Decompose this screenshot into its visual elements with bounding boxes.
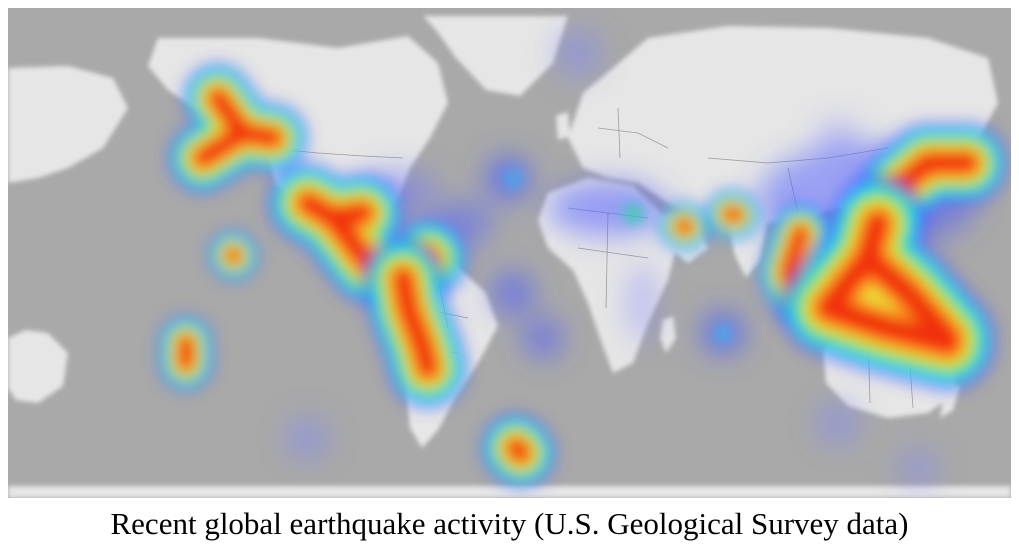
madagascar xyxy=(660,316,676,353)
hotspot-mid-atlantic-ridge-layer-2 xyxy=(506,171,521,186)
great-britain xyxy=(556,112,570,140)
heat-hotspots xyxy=(157,61,1010,490)
hotspot-himalaya-nepal-layer-6 xyxy=(724,208,742,221)
hotspot-mediterranean-layer-3 xyxy=(626,206,641,221)
world-map xyxy=(8,8,1011,498)
greenland xyxy=(423,16,568,96)
haze-south-pacific xyxy=(286,416,330,460)
haze-north-atlantic xyxy=(554,29,602,77)
hotspot-alaska-aleutians-layer-6 xyxy=(194,89,282,167)
hotspot-andes-peru-chile-layer-6 xyxy=(393,268,438,378)
east-asia-wrap xyxy=(8,66,128,183)
border-africa-2 xyxy=(577,247,649,259)
map-caption: Recent global earthquake activity (U.S. … xyxy=(110,506,909,541)
hotspot-indonesia-philippines-layer-6 xyxy=(816,211,960,355)
haze-mid-atlantic-central xyxy=(491,271,535,315)
haze-east-africa xyxy=(625,263,661,343)
hotspot-indian-ocean-ridge-layer-2 xyxy=(716,326,731,341)
hotspot-hawaii-layer-6 xyxy=(227,249,240,262)
haze-mediterranean xyxy=(548,180,668,236)
border-europe-1 xyxy=(597,127,669,149)
hotspot-iran-layer-6 xyxy=(677,220,692,233)
haze-southern-ocean xyxy=(816,401,860,445)
hotspot-south-sandwich-islands-layer-6 xyxy=(507,439,530,462)
australia-west-wrap xyxy=(8,330,68,403)
border-europe-2 xyxy=(617,107,621,159)
haze-atlantic-south xyxy=(523,318,563,358)
earthquake-heatmap xyxy=(8,8,1011,498)
haze-southeast-indian xyxy=(896,448,940,488)
antarctica xyxy=(8,486,1011,498)
